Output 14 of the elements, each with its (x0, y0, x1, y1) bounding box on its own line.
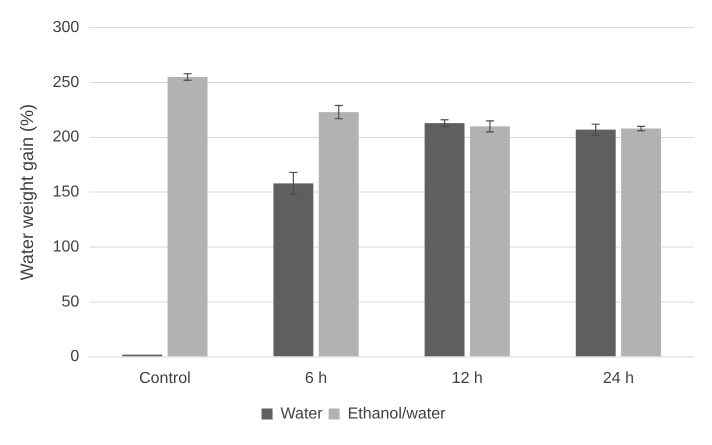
y-tick-label: 50 (62, 293, 80, 310)
x-tick-label: 24 h (602, 370, 634, 387)
y-axis-title: Water weight gain (%) (16, 104, 37, 280)
x-tick-label: Control (139, 370, 191, 387)
y-tick-label: 250 (52, 74, 80, 91)
y-tick-label: 150 (52, 184, 80, 201)
x-tick-label: 12 h (452, 370, 483, 387)
legend-label: Ethanol/water (348, 405, 446, 422)
y-tick-label: 0 (70, 348, 80, 366)
y-tick-label: 300 (52, 19, 80, 36)
legend-label: Water (280, 405, 324, 422)
x-tick-label: 6 h (304, 370, 328, 387)
y-tick-label: 100 (52, 238, 80, 256)
y-tick-label: 200 (52, 128, 80, 146)
